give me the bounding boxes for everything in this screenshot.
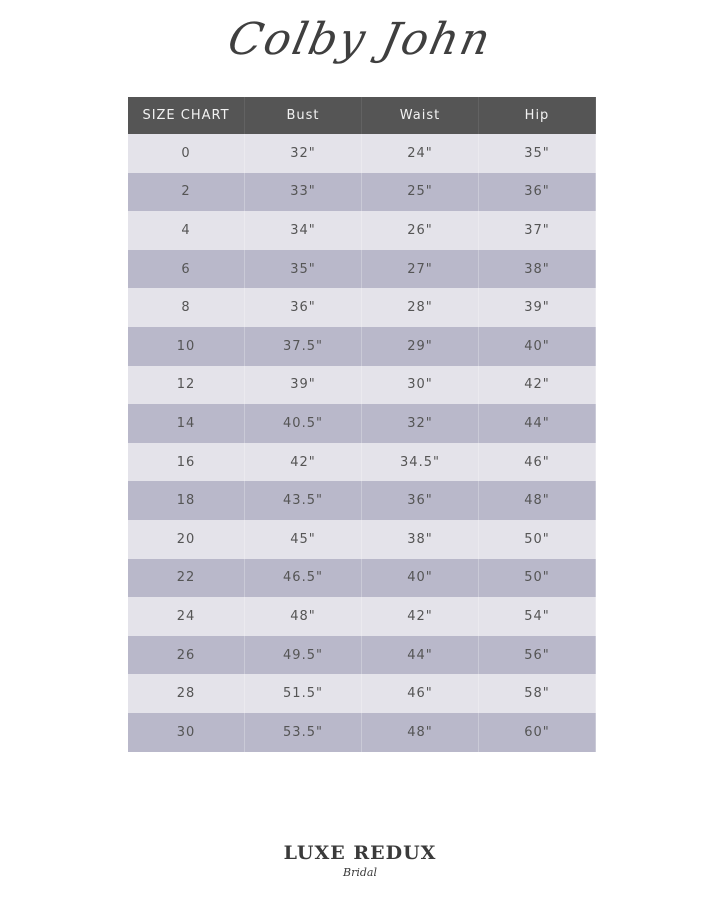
cell-waist: 28"	[361, 288, 479, 327]
cell-hip: 46"	[478, 442, 596, 482]
cell-waist: 26"	[361, 211, 479, 250]
cell-waist: 24"	[361, 134, 479, 173]
table-row: 22 46.5" 40" 50"	[128, 558, 596, 598]
cell-size: 2	[128, 172, 245, 212]
cell-size: 26	[128, 635, 245, 675]
cell-bust: 37.5"	[244, 326, 362, 366]
header-waist: Waist	[361, 97, 479, 134]
cell-hip: 54"	[478, 597, 596, 636]
cell-hip: 39"	[478, 288, 596, 327]
cell-bust: 43.5"	[244, 481, 362, 520]
table-row: 0 32" 24" 35"	[128, 134, 596, 173]
cell-hip: 37"	[478, 211, 596, 250]
table-row: 2 33" 25" 36"	[128, 172, 596, 212]
cell-size: 8	[128, 288, 245, 327]
table-row: 6 35" 27" 38"	[128, 249, 596, 289]
cell-hip: 40"	[478, 326, 596, 366]
cell-waist: 46"	[361, 674, 479, 713]
cell-bust: 39"	[244, 365, 362, 405]
cell-size: 10	[128, 326, 245, 366]
footer-logo: LUXE REDUX Bridal	[0, 842, 720, 880]
header-size: SIZE CHART	[128, 97, 245, 134]
cell-waist: 29"	[361, 326, 479, 366]
cell-size: 4	[128, 211, 245, 250]
cell-waist: 27"	[361, 249, 479, 289]
cell-waist: 36"	[361, 481, 479, 520]
cell-waist: 48"	[361, 712, 479, 752]
cell-hip: 60"	[478, 712, 596, 752]
table-row: 26 49.5" 44" 56"	[128, 635, 596, 675]
cell-size: 22	[128, 558, 245, 598]
logo-main: LUXE REDUX	[283, 842, 437, 864]
table-body: 0 32" 24" 35" 2 33" 25" 36" 4 34" 26" 37" 6 35" 27" 38"…	[128, 134, 596, 752]
table-row: 18 43.5" 36" 48"	[128, 481, 596, 520]
cell-size: 28	[128, 674, 245, 713]
header-hip: Hip	[478, 97, 596, 134]
cell-waist: 34.5"	[361, 442, 479, 482]
cell-bust: 46.5"	[244, 558, 362, 598]
cell-bust: 45"	[244, 519, 362, 559]
cell-bust: 32"	[244, 134, 362, 173]
logo-sub: Bridal	[343, 866, 377, 879]
table-header-row: SIZE CHART Bust Waist Hip	[128, 97, 596, 134]
header-bust: Bust	[244, 97, 362, 134]
cell-waist: 42"	[361, 597, 479, 636]
cell-hip: 42"	[478, 365, 596, 405]
cell-bust: 42"	[244, 442, 362, 482]
cell-bust: 49.5"	[244, 635, 362, 675]
table-row: 20 45" 38" 50"	[128, 519, 596, 559]
cell-size: 16	[128, 442, 245, 482]
cell-waist: 30"	[361, 365, 479, 405]
table-row: 4 34" 26" 37"	[128, 211, 596, 250]
cell-hip: 56"	[478, 635, 596, 675]
cell-bust: 34"	[244, 211, 362, 250]
cell-waist: 40"	[361, 558, 479, 598]
table-row: 30 53.5" 48" 60"	[128, 712, 596, 752]
table-row: 24 48" 42" 54"	[128, 597, 596, 636]
cell-hip: 50"	[478, 558, 596, 598]
cell-hip: 38"	[478, 249, 596, 289]
table-row: 16 42" 34.5" 46"	[128, 442, 596, 482]
cell-size: 20	[128, 519, 245, 559]
cell-size: 12	[128, 365, 245, 405]
cell-bust: 36"	[244, 288, 362, 327]
table-row: 12 39" 30" 42"	[128, 365, 596, 405]
table-row: 14 40.5" 32" 44"	[128, 404, 596, 443]
cell-bust: 33"	[244, 172, 362, 212]
brand-title: Colby John	[223, 14, 497, 65]
cell-size: 18	[128, 481, 245, 520]
cell-size: 24	[128, 597, 245, 636]
cell-waist: 44"	[361, 635, 479, 675]
cell-size: 0	[128, 134, 245, 173]
cell-bust: 51.5"	[244, 674, 362, 713]
cell-hip: 58"	[478, 674, 596, 713]
size-chart-table: SIZE CHART Bust Waist Hip 0 32" 24" 35" 2 33"…	[128, 97, 596, 752]
cell-waist: 25"	[361, 172, 479, 212]
cell-hip: 44"	[478, 404, 596, 443]
cell-bust: 40.5"	[244, 404, 362, 443]
table-row: 10 37.5" 29" 40"	[128, 326, 596, 366]
cell-waist: 32"	[361, 404, 479, 443]
table-row: 8 36" 28" 39"	[128, 288, 596, 327]
cell-bust: 35"	[244, 249, 362, 289]
cell-bust: 53.5"	[244, 712, 362, 752]
cell-size: 14	[128, 404, 245, 443]
cell-hip: 50"	[478, 519, 596, 559]
cell-size: 6	[128, 249, 245, 289]
cell-waist: 38"	[361, 519, 479, 559]
cell-size: 30	[128, 712, 245, 752]
cell-hip: 35"	[478, 134, 596, 173]
cell-hip: 36"	[478, 172, 596, 212]
cell-bust: 48"	[244, 597, 362, 636]
table-row: 28 51.5" 46" 58"	[128, 674, 596, 713]
cell-hip: 48"	[478, 481, 596, 520]
